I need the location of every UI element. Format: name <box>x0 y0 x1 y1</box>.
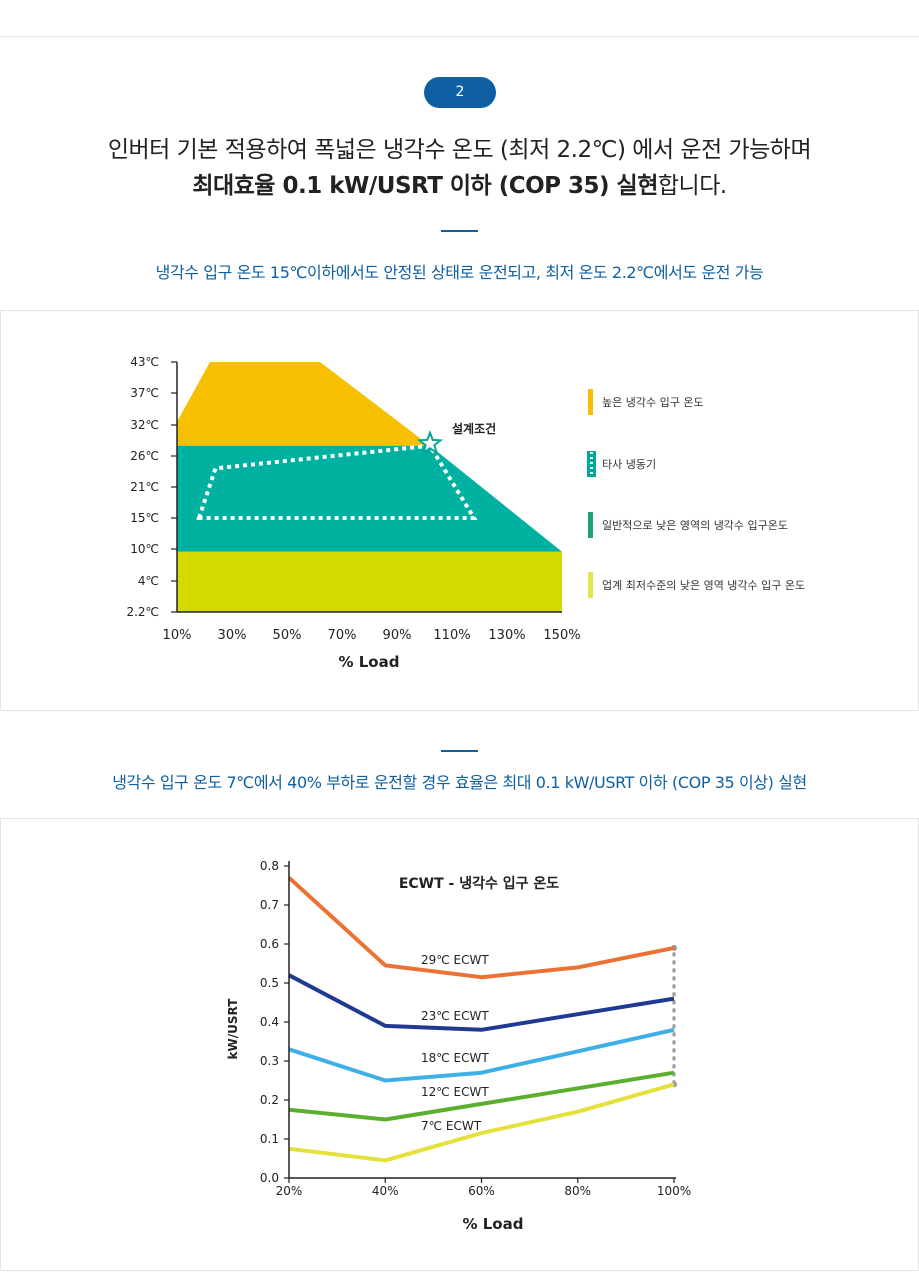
series-line-1 <box>288 973 675 1032</box>
chart2-x-axis-label: % Load <box>463 1215 524 1233</box>
chart2-x-tick-label: 80% <box>564 1184 591 1198</box>
series-label: 12℃ ECWT <box>421 1085 489 1099</box>
chart2-y-tick-label: 0.1 <box>260 1132 279 1146</box>
chart2-y-tick-label: 0.3 <box>260 1054 279 1068</box>
series-line-0 <box>287 876 675 980</box>
chart1-y-tick-label: 10℃ <box>130 542 159 556</box>
series-label: 29℃ ECWT <box>421 953 489 967</box>
series-line-4 <box>288 1082 675 1163</box>
chart1-legend-item: 일반적으로 낮은 영역의 냉각수 입구온도 <box>588 512 788 538</box>
chart1-x-tick-label: 10% <box>163 628 192 643</box>
chart1-legend-item: 업계 최저수준의 낮은 영역 냉각수 입구 온도 <box>588 572 805 598</box>
section-1-divider <box>441 230 478 232</box>
chart1-x-tick-label: 130% <box>488 628 525 643</box>
chart1-y-tick-label: 15℃ <box>130 511 159 525</box>
design-point-star-icon <box>416 429 444 455</box>
legend-swatch <box>588 389 593 415</box>
efficiency-chart: 29℃ ECWT 23℃ ECWT 18℃ ECWT 12℃ ECWT 7℃ ECWT 0… <box>226 859 691 1233</box>
chart1-y-tick-label: 32℃ <box>130 418 159 432</box>
temp-region-1 <box>177 445 562 552</box>
chart2-x-tick-label: 40% <box>372 1184 399 1198</box>
series-line-3 <box>288 1070 675 1122</box>
chart2-y-tick-label: 0.5 <box>260 976 279 990</box>
chart1-x-tick-label: 110% <box>433 628 470 643</box>
section-2-divider <box>441 750 478 752</box>
chart1-y-tick-label: 26℃ <box>130 449 159 463</box>
legend-label: 업계 최저수준의 낮은 영역 냉각수 입구 온도 <box>602 579 805 592</box>
chart2-y-tick-label: 0.0 <box>260 1171 279 1185</box>
chart2-x-tick-label: 100% <box>657 1184 691 1198</box>
design-point-label: 설계조건 <box>452 421 496 436</box>
chart1-x-axis-label: % Load <box>339 653 400 671</box>
chart2-y-tick-label: 0.8 <box>260 859 279 873</box>
headline-bold: 최대효율 0.1 kW/USRT 이하 (COP 35) 실현 <box>192 173 658 199</box>
chart1-x-tick-label: 30% <box>218 628 247 643</box>
chart1-legend-item: 높은 냉각수 입구 온도 <box>588 389 704 415</box>
series-label: 18℃ ECWT <box>421 1051 489 1065</box>
chart2-x-tick-label: 60% <box>468 1184 495 1198</box>
chart1-x-tick-label: 70% <box>328 628 357 643</box>
headline-line-1: 인버터 기본 적용하여 폭넓은 냉각수 온도 (최저 2.2℃) 에서 운전 가… <box>107 137 812 163</box>
headline: 인버터 기본 적용하여 폭넓은 냉각수 온도 (최저 2.2℃) 에서 운전 가… <box>0 132 919 204</box>
legend-swatch <box>588 512 593 538</box>
headline-line-2: 최대효율 0.1 kW/USRT 이하 (COP 35) 실현합니다. <box>0 168 919 204</box>
temperature-range-panel: 2.2℃ 4℃ 10℃ 15℃ 21℃ 26℃ 32℃ 37℃ 43℃ 10% 30% 50% 70% 9… <box>0 310 919 711</box>
chart1-x-tick-label: 50% <box>273 628 302 643</box>
chart2-y-axis-label: kW/USRT <box>226 998 240 1060</box>
chart1-x-tick-label: 150% <box>543 628 580 643</box>
chart1-y-tick-label: 43℃ <box>130 355 159 369</box>
efficiency-panel: 29℃ ECWT 23℃ ECWT 18℃ ECWT 12℃ ECWT 7℃ ECWT 0… <box>0 818 919 1271</box>
chart2-y-tick-label: 0.6 <box>260 937 279 951</box>
chart1-y-tick-label: 2.2℃ <box>126 605 159 619</box>
chart1-x-tick-label: 90% <box>383 628 412 643</box>
section-1-subtitle: 냉각수 입구 온도 15℃이하에서도 안정된 상태로 운전되고, 최저 온도 2… <box>155 263 764 282</box>
headline-rest: 합니다. <box>657 173 727 199</box>
legend-label: 높은 냉각수 입구 온도 <box>602 396 704 409</box>
chart1-y-tick-label: 37℃ <box>130 386 159 400</box>
step-badge: 2 <box>424 77 496 108</box>
chart1-y-tick-label: 4℃ <box>138 574 159 588</box>
legend-swatch <box>588 572 593 598</box>
section-2-subtitle: 냉각수 입구 온도 7℃에서 40% 부하로 운전할 경우 효율은 최대 0.1… <box>112 773 807 792</box>
chart2-y-tick-label: 0.4 <box>260 1015 279 1029</box>
temp-region-0 <box>177 362 430 446</box>
temp-region-2 <box>177 551 562 612</box>
chart1-y-tick-label: 21℃ <box>130 480 159 494</box>
chart2-title: ECWT - 냉각수 입구 온도 <box>399 875 559 892</box>
legend-label: 일반적으로 낮은 영역의 냉각수 입구온도 <box>602 518 788 532</box>
series-line-2 <box>288 1027 675 1083</box>
top-divider <box>0 36 919 37</box>
temperature-range-chart: 2.2℃ 4℃ 10℃ 15℃ 21℃ 26℃ 32℃ 37℃ 43℃ 10% 30% 50% 70% 9… <box>126 355 805 671</box>
chart2-x-tick-label: 20% <box>276 1184 303 1198</box>
chart1-legend-item: 타사 냉동기 <box>587 451 656 477</box>
series-label: 23℃ ECWT <box>421 1009 489 1023</box>
legend-label: 타사 냉동기 <box>602 458 656 471</box>
chart2-y-tick-label: 0.7 <box>260 898 279 912</box>
series-label: 7℃ ECWT <box>421 1119 482 1133</box>
chart2-y-tick-label: 0.2 <box>260 1093 279 1107</box>
